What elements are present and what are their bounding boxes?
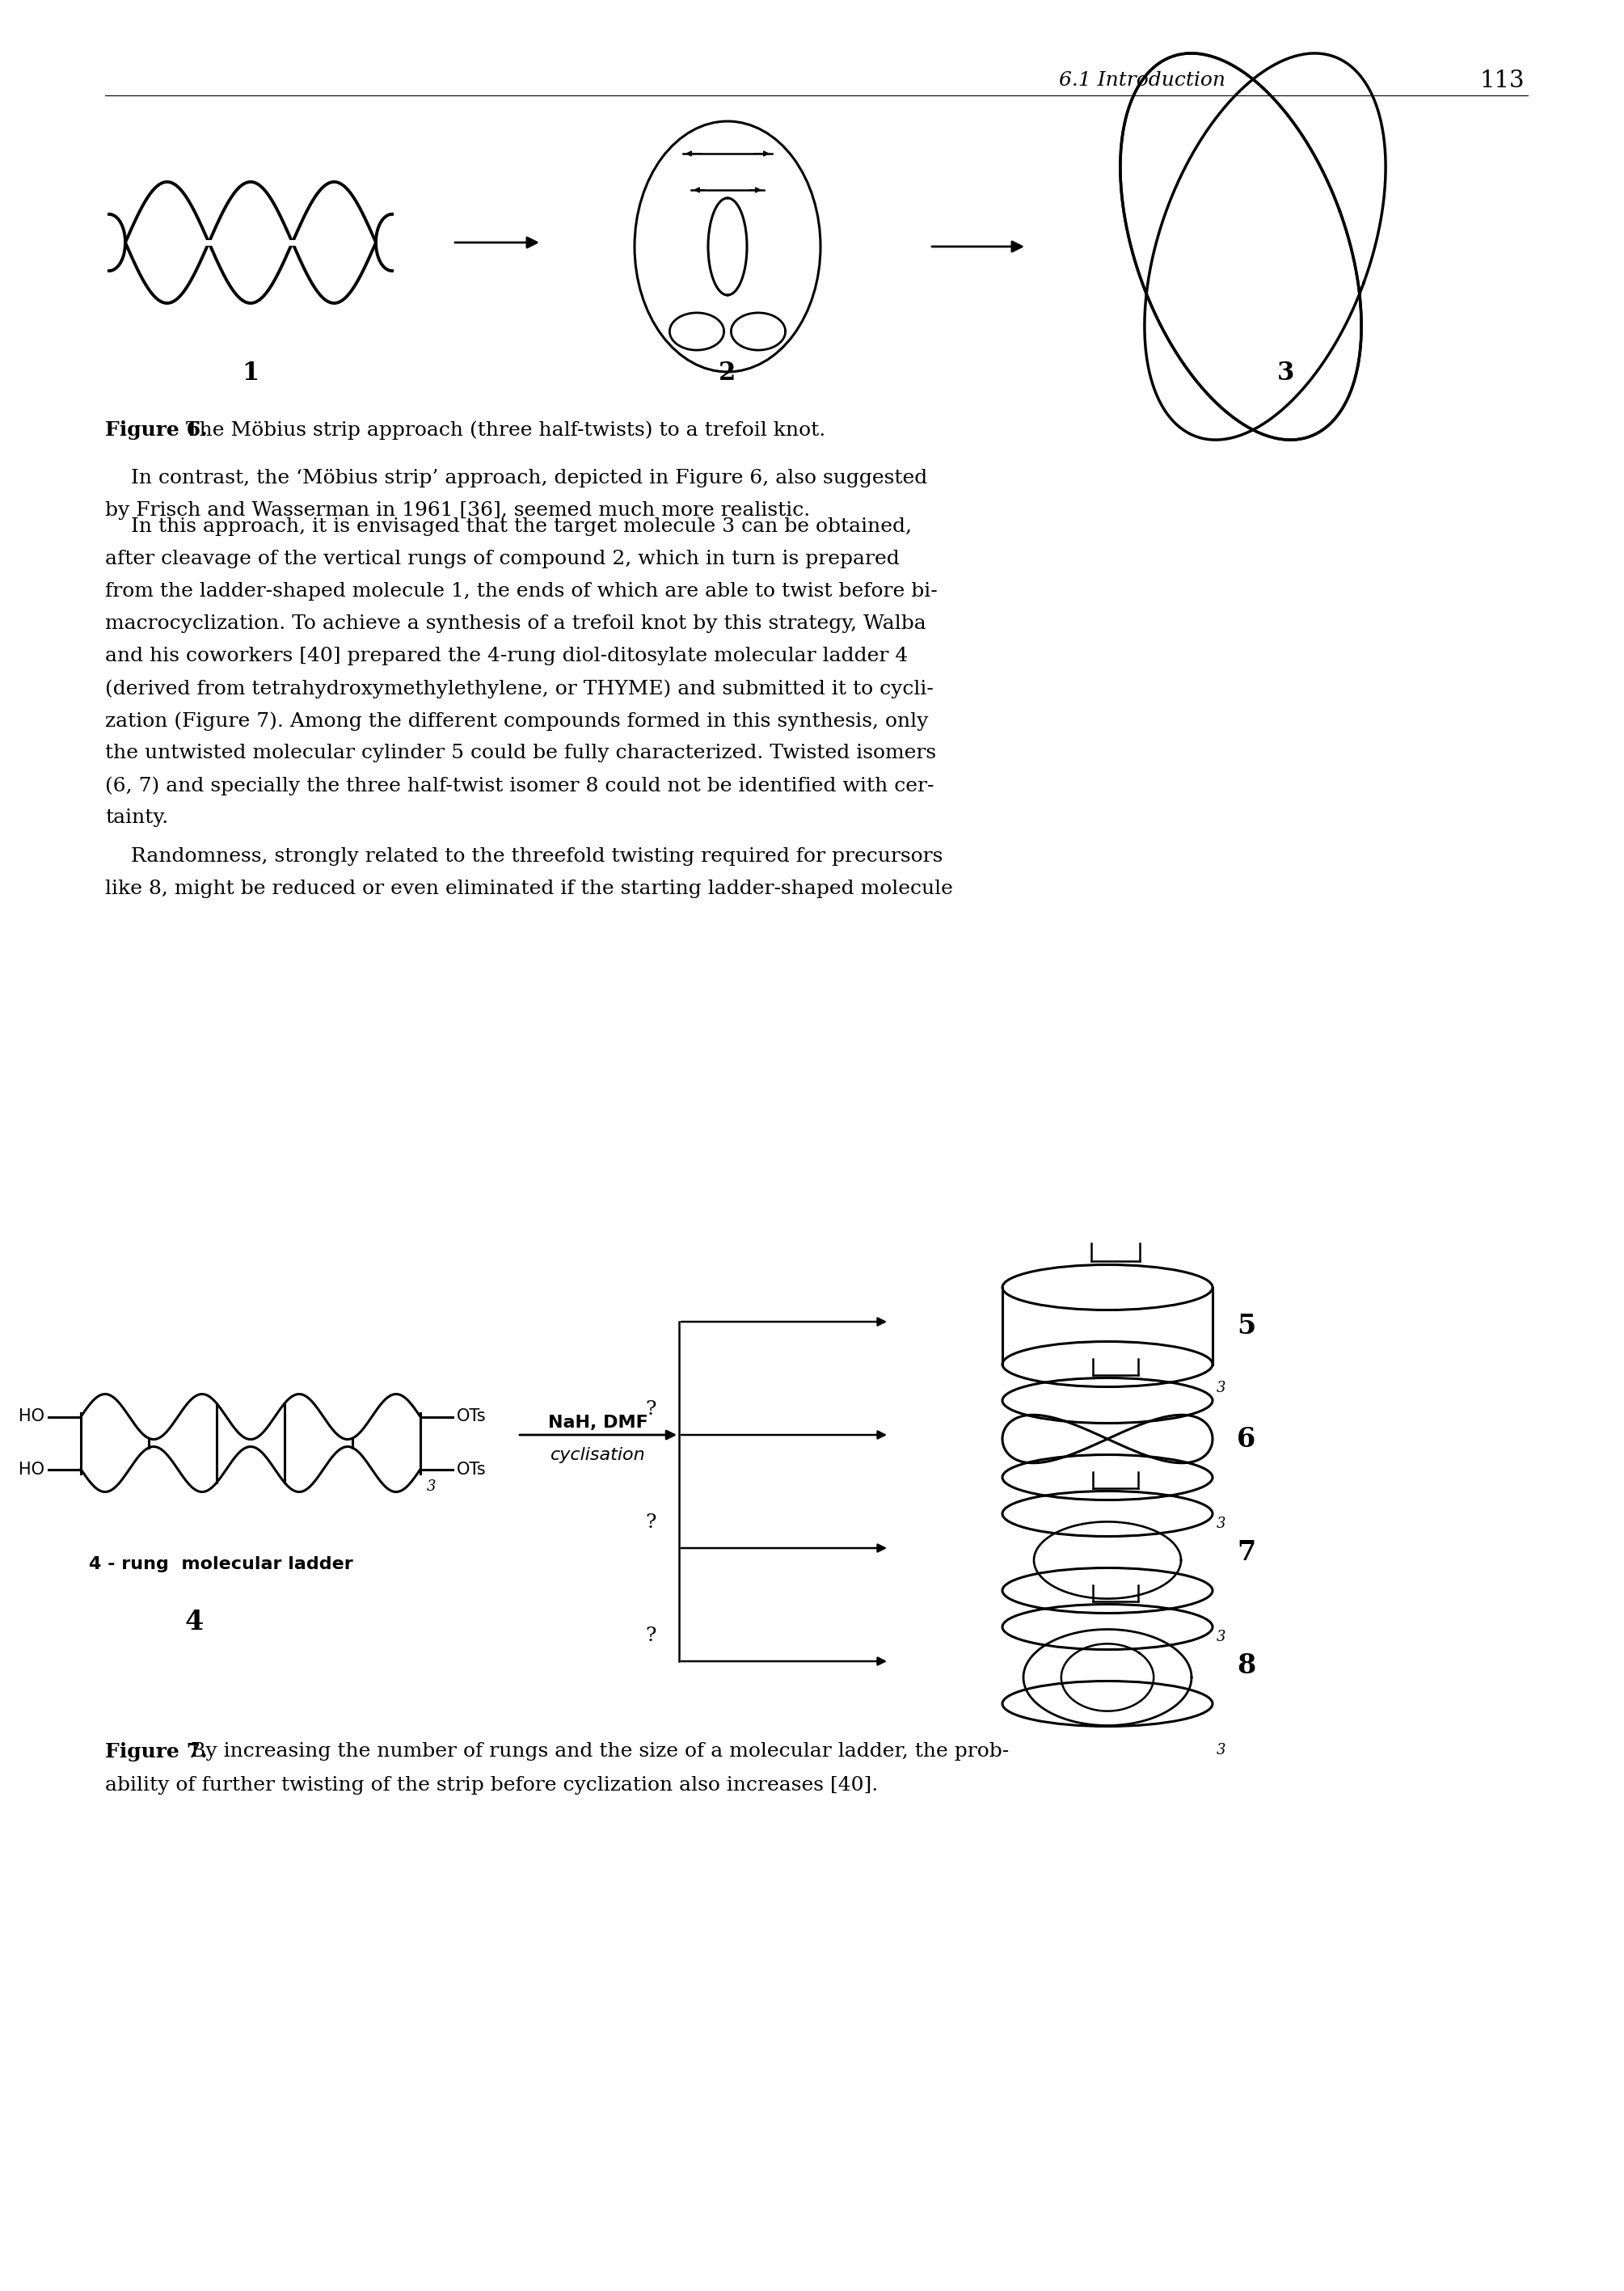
Text: macrocyclization. To achieve a synthesis of a trefoil knot by this strategy, Wal: macrocyclization. To achieve a synthesis… [106,614,926,632]
Text: The Möbius strip approach (three half-twists) to a trefoil knot.: The Möbius strip approach (three half-tw… [180,419,825,440]
Text: OTs: OTs [456,1462,486,1478]
Text: In contrast, the ‘Möbius strip’ approach, depicted in Figure 6, also suggested: In contrast, the ‘Möbius strip’ approach… [106,470,927,488]
Text: 3: 3 [1216,1743,1226,1757]
Text: 4 - rung  molecular ladder: 4 - rung molecular ladder [89,1556,352,1572]
Text: Figure 6.: Figure 6. [106,419,208,440]
Text: 8: 8 [1237,1652,1255,1679]
Text: 3: 3 [1216,1381,1226,1395]
Text: OTs: OTs [456,1409,486,1425]
Text: after cleavage of the vertical rungs of compound 2, which in turn is prepared: after cleavage of the vertical rungs of … [106,550,900,568]
Text: ability of further twisting of the strip before cyclization also increases [40].: ability of further twisting of the strip… [106,1776,879,1794]
Text: NaH, DMF: NaH, DMF [549,1416,648,1432]
Text: like 8, might be reduced or even eliminated if the starting ladder-shaped molecu: like 8, might be reduced or even elimina… [106,880,953,898]
Text: 6.1 Introduction: 6.1 Introduction [1059,71,1226,89]
Text: Randomness, strongly related to the threefold twisting required for precursors: Randomness, strongly related to the thre… [106,848,944,866]
Text: 2: 2 [719,360,736,385]
Text: 3: 3 [1276,360,1294,385]
Text: In this approach, it is envisaged that the target molecule 3 can be obtained,: In this approach, it is envisaged that t… [106,518,911,536]
Text: (6, 7) and specially the three half-twist isomer 8 could not be identified with : (6, 7) and specially the three half-twis… [106,777,934,795]
Text: 3: 3 [427,1480,437,1494]
Text: 3: 3 [1216,1629,1226,1645]
Text: (derived from tetrahydroxymethylethylene, or THYME) and submitted it to cycli-: (derived from tetrahydroxymethylethylene… [106,678,934,699]
Text: ?: ? [645,1400,656,1418]
Text: zation (Figure 7). Among the different compounds formed in this synthesis, only: zation (Figure 7). Among the different c… [106,713,929,731]
Text: cyclisation: cyclisation [551,1448,646,1464]
Text: HO: HO [18,1409,44,1425]
Text: HO: HO [18,1462,44,1478]
Text: 5: 5 [1237,1313,1255,1340]
Text: and his coworkers [40] prepared the 4-rung diol-ditosylate molecular ladder 4: and his coworkers [40] prepared the 4-ru… [106,646,908,664]
Text: the untwisted molecular cylinder 5 could be fully characterized. Twisted isomers: the untwisted molecular cylinder 5 could… [106,745,935,763]
Text: By increasing the number of rungs and the size of a molecular ladder, the prob-: By increasing the number of rungs and th… [184,1741,1009,1762]
Text: 7: 7 [1237,1540,1255,1565]
Text: 113: 113 [1479,69,1525,92]
Text: 3: 3 [1216,1517,1226,1530]
Text: 6: 6 [1237,1425,1255,1452]
Text: 4: 4 [185,1608,203,1636]
Text: 1: 1 [242,360,260,385]
Text: ?: ? [645,1514,656,1533]
Text: Figure 7.: Figure 7. [106,1741,208,1762]
Text: ?: ? [645,1627,656,1645]
Text: from the ladder-shaped molecule 1, the ends of which are able to twist before bi: from the ladder-shaped molecule 1, the e… [106,582,937,600]
Text: by Frisch and Wasserman in 1961 [36], seemed much more realistic.: by Frisch and Wasserman in 1961 [36], se… [106,502,810,520]
Text: tainty.: tainty. [106,809,169,827]
